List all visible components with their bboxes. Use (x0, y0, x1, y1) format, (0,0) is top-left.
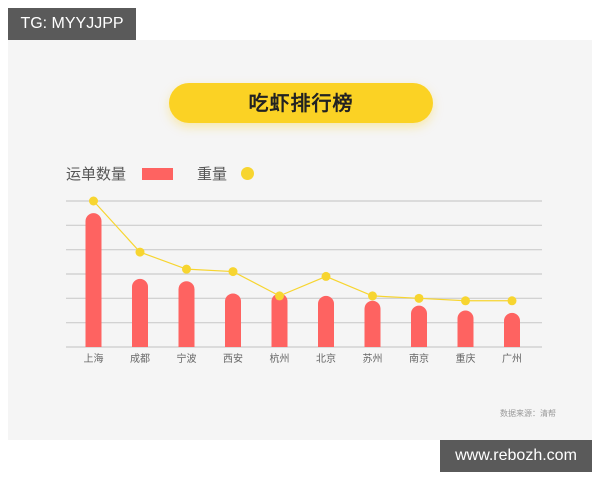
line-point-9 (507, 296, 517, 306)
line-point-8 (461, 296, 470, 306)
bar-7 (411, 305, 427, 347)
x-axis-label: 北京 (316, 352, 336, 365)
bar-6 (364, 300, 381, 347)
watermark-bottom: www.rebozh.com (440, 440, 592, 472)
bar-9 (504, 312, 520, 347)
x-axis-label: 杭州 (270, 352, 290, 365)
x-axis-label: 苏州 (363, 352, 383, 365)
x-axis-label: 西安 (223, 352, 243, 365)
x-axis-label: 广州 (502, 353, 522, 365)
chart-line (89, 196, 517, 306)
bar-8 (457, 310, 474, 347)
line-point-1 (135, 247, 145, 257)
bar-0 (85, 213, 102, 347)
chart-title: 吃虾排行榜 (169, 83, 433, 123)
line-point-5 (321, 271, 331, 281)
legend-label-orders: 运单数量 (66, 165, 127, 183)
legend-bar-swatch-icon (142, 168, 173, 180)
line-point-0 (89, 196, 98, 206)
legend-dot-swatch-icon (241, 167, 254, 180)
chart-x-axis-labels: 上海 成都 宁波 西安 杭州 北京 苏州 南京 重庆 广州 (84, 352, 523, 365)
line-point-2 (182, 264, 191, 274)
line-point-4 (275, 291, 284, 301)
bar-4 (271, 293, 288, 347)
x-axis-label: 宁波 (177, 352, 197, 365)
line-point-7 (414, 293, 424, 303)
x-axis-label: 成都 (130, 353, 150, 365)
x-axis-label: 上海 (84, 352, 104, 365)
data-source-note: 数据来源：清帮 (500, 409, 556, 418)
bar-2 (178, 281, 195, 347)
x-axis-label: 重庆 (456, 352, 476, 365)
bar-3 (225, 293, 241, 347)
bar-1 (132, 278, 148, 347)
x-axis-label: 南京 (409, 352, 429, 365)
line-point-3 (228, 267, 238, 277)
legend-label-weight: 重量 (197, 165, 228, 183)
bar-5 (318, 295, 334, 347)
chart-bars (85, 213, 520, 347)
line-point-6 (368, 291, 377, 301)
watermark-top: TG: MYYJJPP (8, 8, 136, 40)
